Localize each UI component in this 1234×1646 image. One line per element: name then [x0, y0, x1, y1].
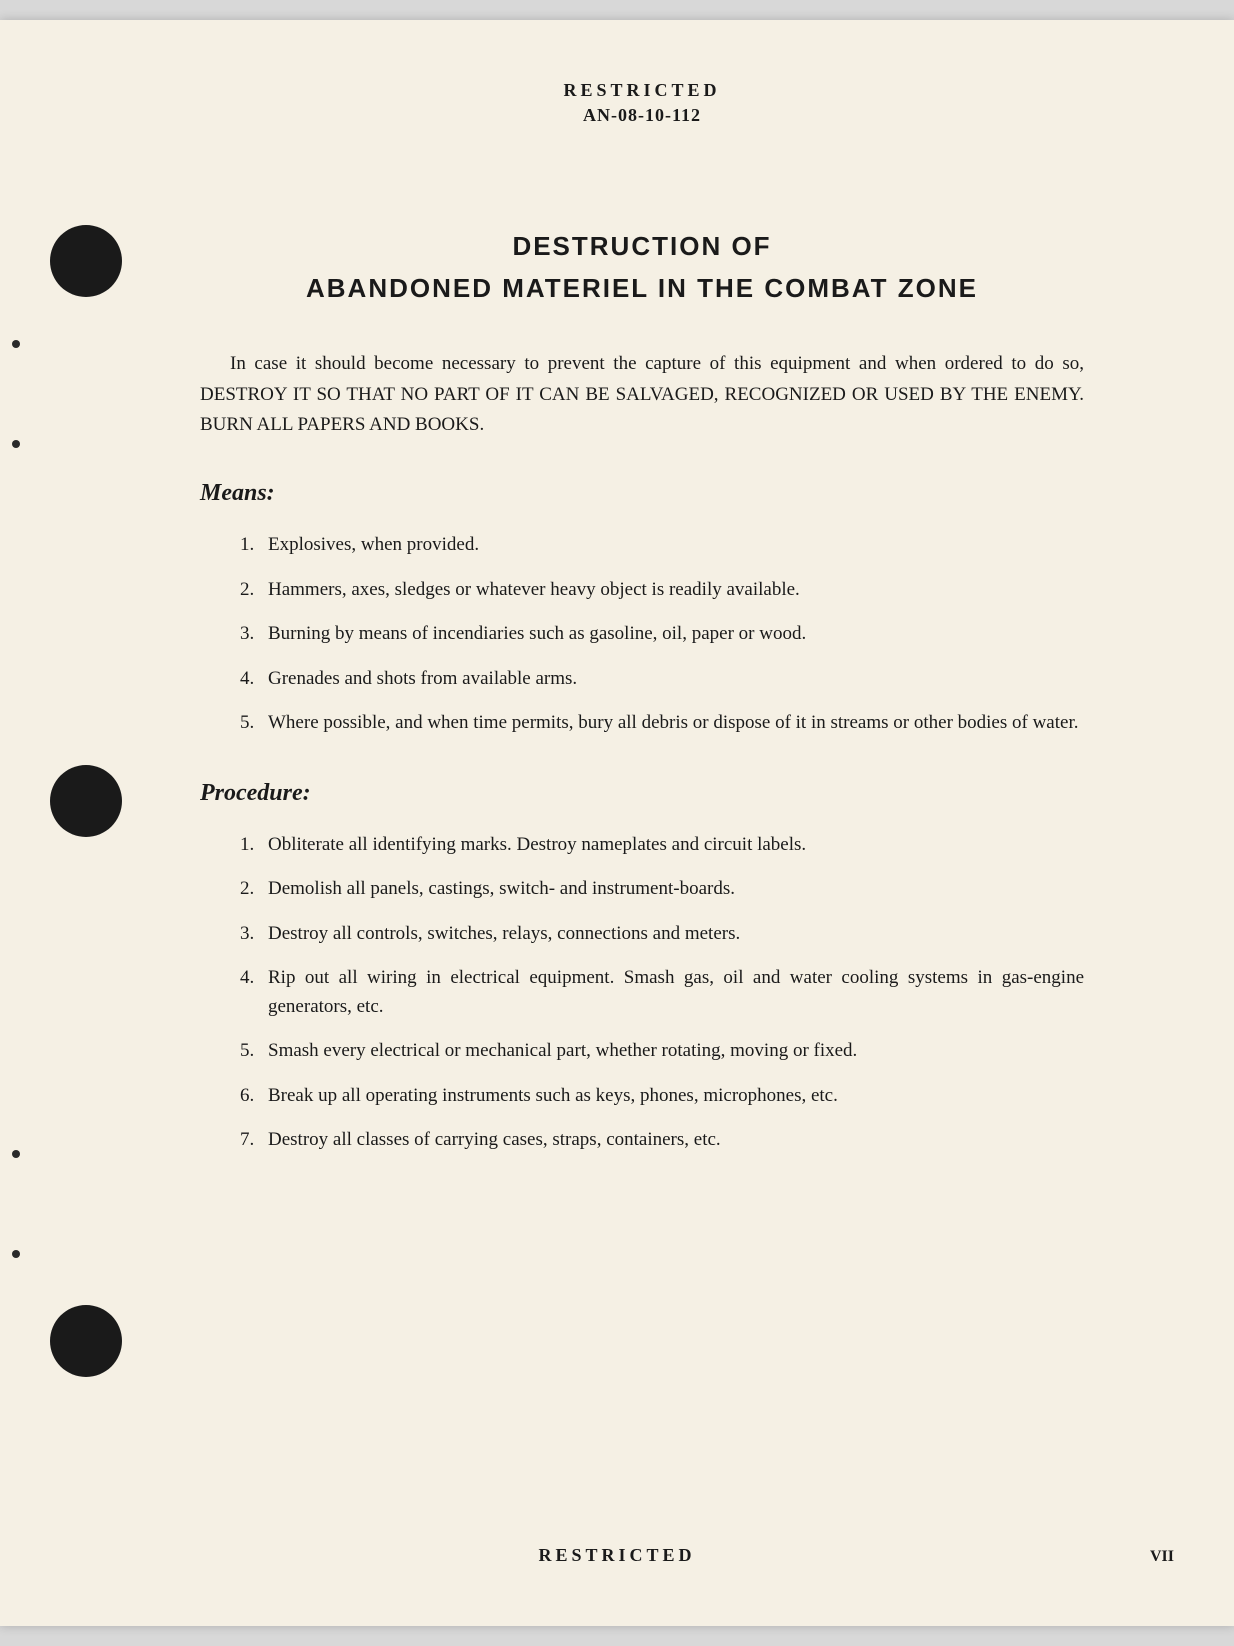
document-number: AN-08-10-112: [180, 105, 1104, 126]
punch-hole-icon: [50, 1305, 122, 1377]
list-number: 4.: [240, 964, 268, 1021]
list-text: Break up all operating instruments such …: [268, 1082, 1084, 1111]
list-text: Demolish all panels, castings, switch- a…: [268, 875, 1084, 904]
means-heading: Means:: [180, 480, 1104, 507]
list-item: 4. Grenades and shots from available arm…: [240, 665, 1084, 694]
binding-mark-icon: [12, 440, 20, 448]
list-item: 4. Rip out all wiring in electrical equi…: [240, 964, 1084, 1021]
list-item: 6. Break up all operating instruments su…: [240, 1082, 1084, 1111]
page-number: VII: [1150, 1548, 1174, 1566]
list-text: Explosives, when provided.: [268, 531, 1084, 560]
document-page: RESTRICTED AN-08-10-112 DESTRUCTION OF A…: [0, 20, 1234, 1626]
procedure-heading: Procedure:: [180, 780, 1104, 807]
page-header: RESTRICTED AN-08-10-112: [180, 80, 1104, 126]
means-list: 1. Explosives, when provided. 2. Hammers…: [180, 531, 1104, 738]
list-number: 1.: [240, 831, 268, 860]
list-number: 6.: [240, 1082, 268, 1111]
list-text: Grenades and shots from available arms.: [268, 665, 1084, 694]
list-item: 1. Obliterate all identifying marks. Des…: [240, 831, 1084, 860]
binding-mark-icon: [12, 1150, 20, 1158]
list-number: 5.: [240, 709, 268, 738]
list-text: Destroy all classes of carrying cases, s…: [268, 1126, 1084, 1155]
page-footer: RESTRICTED VII: [0, 1545, 1234, 1566]
list-item: 3. Destroy all controls, switches, relay…: [240, 920, 1084, 949]
list-number: 7.: [240, 1126, 268, 1155]
list-number: 4.: [240, 665, 268, 694]
list-number: 1.: [240, 531, 268, 560]
title-line-2: ABANDONED MATERIEL IN THE COMBAT ZONE: [180, 268, 1104, 310]
list-item: 5. Where possible, and when time permits…: [240, 709, 1084, 738]
list-number: 3.: [240, 620, 268, 649]
list-item: 2. Hammers, axes, sledges or whatever he…: [240, 576, 1084, 605]
procedure-list: 1. Obliterate all identifying marks. Des…: [180, 831, 1104, 1155]
list-text: Obliterate all identifying marks. Destro…: [268, 831, 1084, 860]
binding-mark-icon: [12, 1250, 20, 1258]
list-text: Burning by means of incendiaries such as…: [268, 620, 1084, 649]
classification-header: RESTRICTED: [180, 80, 1104, 101]
list-item: 3. Burning by means of incendiaries such…: [240, 620, 1084, 649]
list-text: Destroy all controls, switches, relays, …: [268, 920, 1084, 949]
list-number: 3.: [240, 920, 268, 949]
binding-mark-icon: [12, 340, 20, 348]
punch-hole-icon: [50, 765, 122, 837]
list-number: 2.: [240, 875, 268, 904]
list-number: 5.: [240, 1037, 268, 1066]
title-line-1: DESTRUCTION OF: [180, 226, 1104, 268]
list-number: 2.: [240, 576, 268, 605]
list-item: 2. Demolish all panels, castings, switch…: [240, 875, 1084, 904]
classification-footer: RESTRICTED: [0, 1545, 1234, 1566]
list-text: Smash every electrical or mechanical par…: [268, 1037, 1084, 1066]
list-text: Hammers, axes, sledges or whatever heavy…: [268, 576, 1084, 605]
page-title: DESTRUCTION OF ABANDONED MATERIEL IN THE…: [180, 226, 1104, 309]
intro-paragraph: In case it should become necessary to pr…: [180, 349, 1104, 440]
list-item: 7. Destroy all classes of carrying cases…: [240, 1126, 1084, 1155]
punch-hole-icon: [50, 225, 122, 297]
list-text: Rip out all wiring in electrical equipme…: [268, 964, 1084, 1021]
list-item: 5. Smash every electrical or mechanical …: [240, 1037, 1084, 1066]
list-item: 1. Explosives, when provided.: [240, 531, 1084, 560]
list-text: Where possible, and when time permits, b…: [268, 709, 1084, 738]
